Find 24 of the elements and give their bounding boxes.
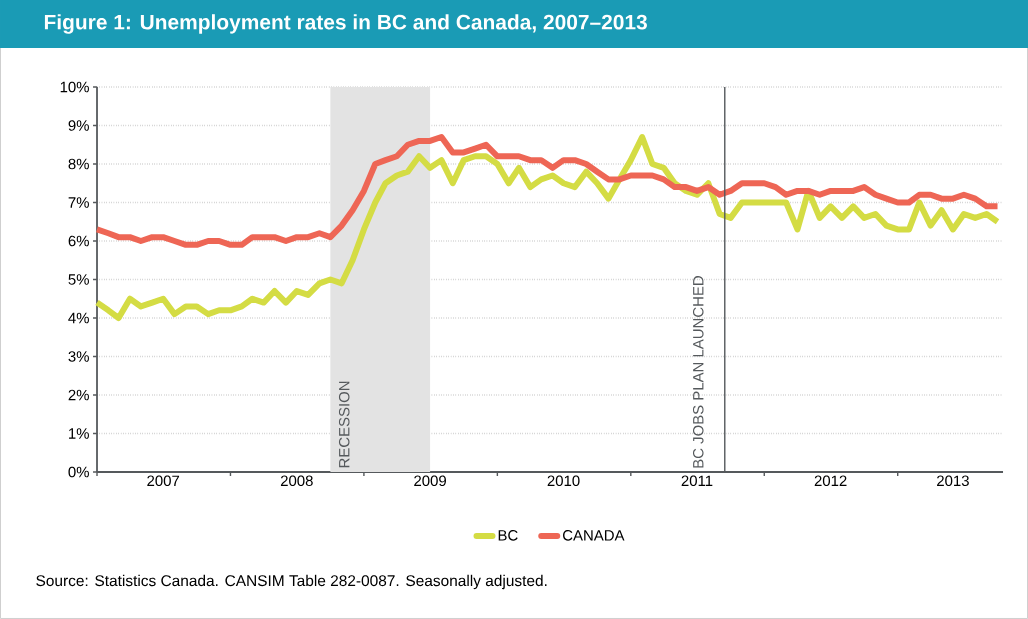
chart-title: Figure 1: Unemployment rates in BC and Canada, 2007–2013	[44, 14, 647, 34]
ref-line-label: BC JOBS PLAN LAUNCHED	[692, 276, 704, 468]
y-tick-label: 8%	[68, 158, 89, 170]
x-tick-label: 2013	[937, 475, 969, 487]
y-tick-label: 0%	[68, 466, 89, 478]
x-tick-label: 2011	[681, 475, 713, 487]
y-tick-label: 5%	[68, 274, 89, 285]
y-tick-label: 2%	[68, 389, 89, 401]
source-note: Source: Statistics Canada. CANSIM Table 282-0087. Seasonally adjusted.	[36, 574, 547, 590]
y-tick-label: 4%	[68, 312, 89, 324]
x-tick-label: 2012	[814, 475, 847, 487]
x-tick-label: 2007	[147, 475, 180, 487]
x-tick-label: 2010	[547, 475, 580, 487]
legend-label: CANADA	[563, 530, 625, 541]
y-tick-label: 7%	[68, 197, 89, 208]
y-tick-label: 6%	[68, 235, 89, 247]
band-label: RECESSION	[338, 381, 350, 468]
x-tick-label: 2009	[414, 475, 446, 487]
legend-label: BC	[498, 530, 518, 541]
y-tick-label: 1%	[69, 428, 89, 439]
y-tick-label: 3%	[68, 351, 89, 362]
y-tick-label: 10%	[60, 81, 89, 93]
y-tick-label: 9%	[68, 120, 89, 131]
x-tick-label: 2008	[280, 475, 313, 487]
